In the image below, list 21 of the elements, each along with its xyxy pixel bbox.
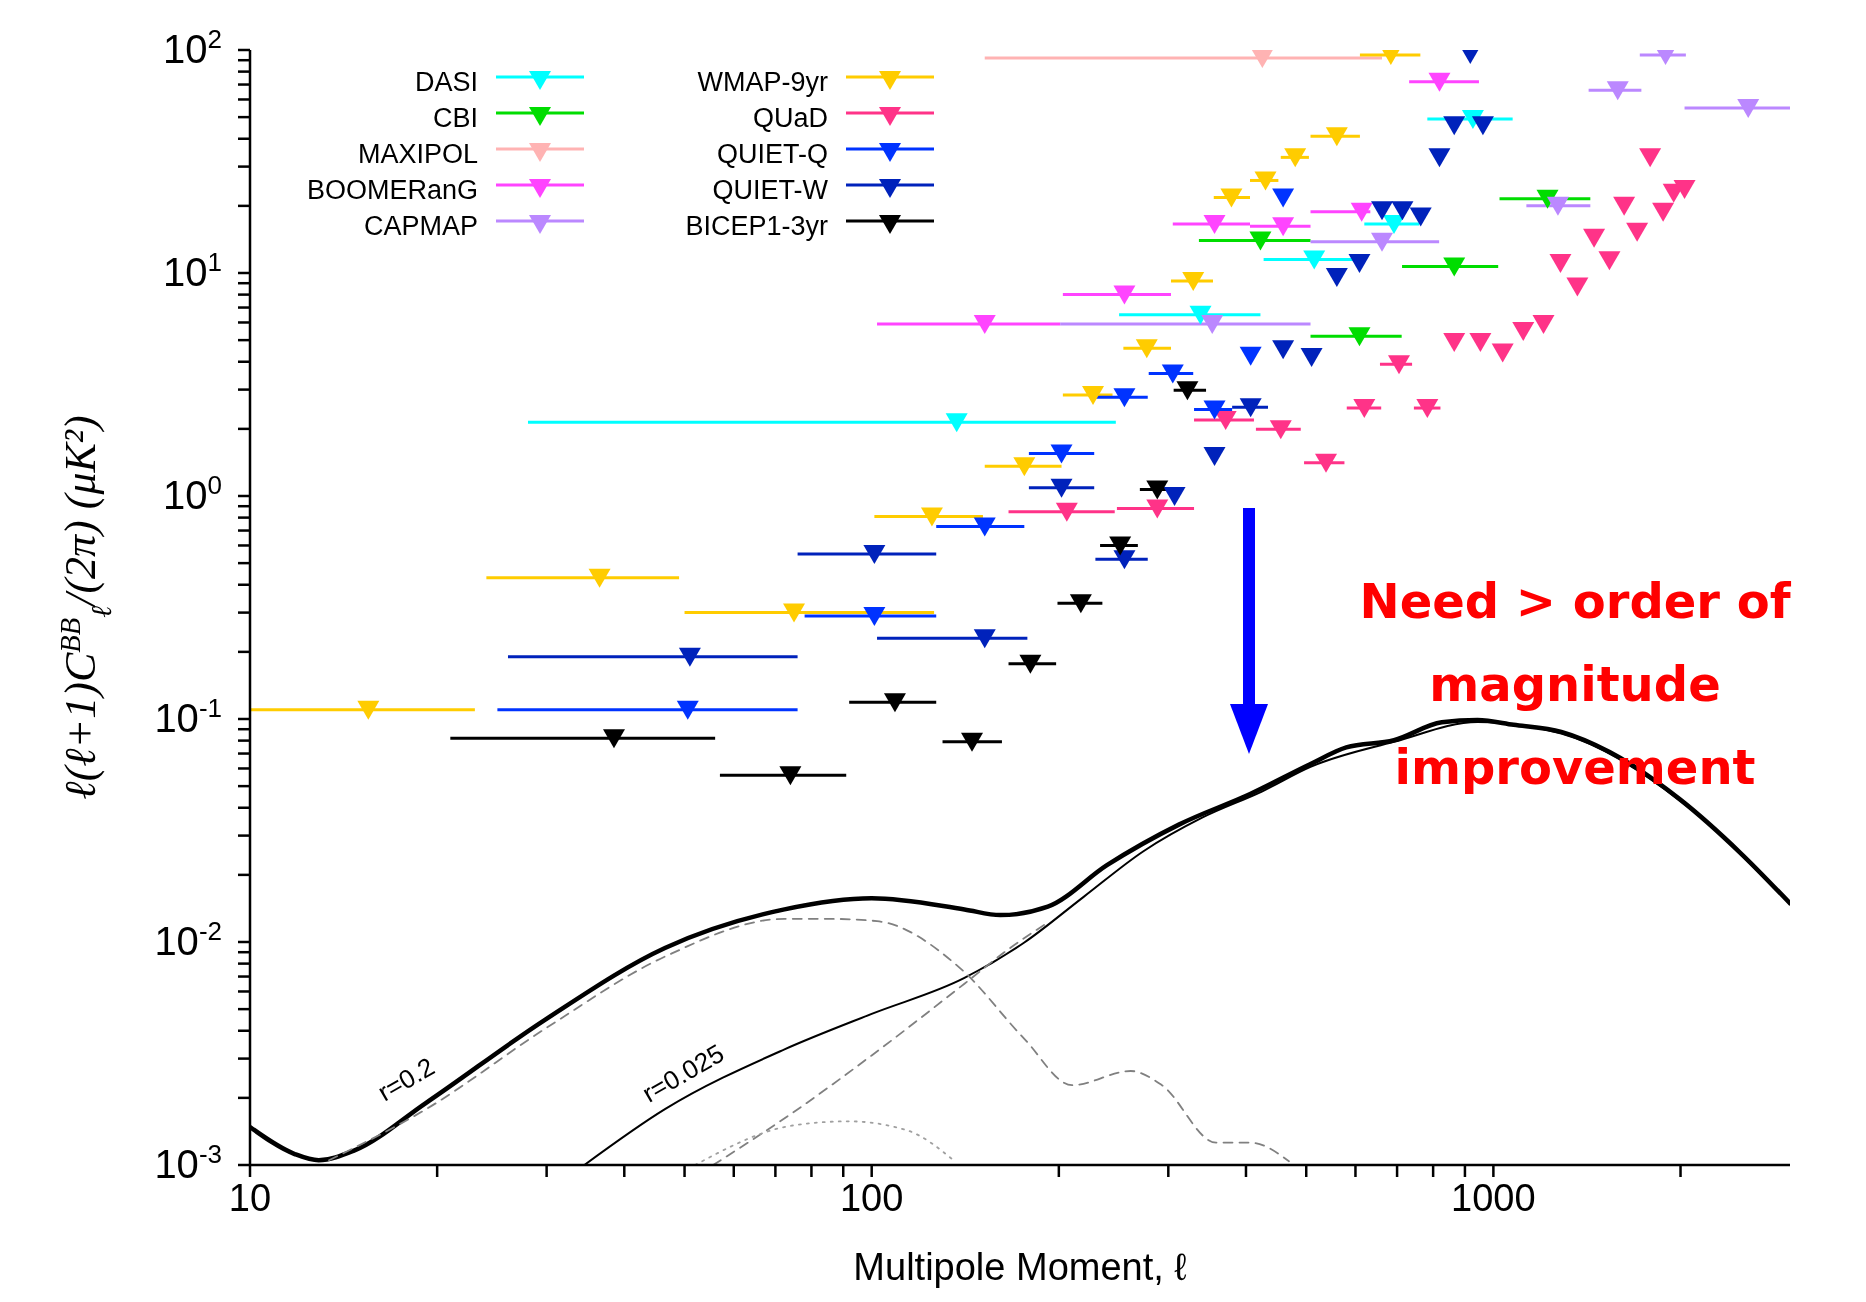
- x-tick-label: 10: [228, 1177, 272, 1219]
- x-tick-label: 100: [839, 1177, 904, 1219]
- legend-label: MAXIPOL: [356, 138, 479, 170]
- legend-label: BICEP1-3yr: [684, 210, 829, 242]
- y-tick-label: 10$^{0}$: [163, 470, 222, 517]
- legend-label: BOOMERanG: [305, 174, 479, 206]
- annotation: r=0.2: [372, 1051, 440, 1108]
- y-tick-label: 10$^{2}$: [163, 24, 222, 71]
- y-tick-label: 10$^{1}$: [163, 247, 222, 294]
- y-tick-label: 10$^{-2}$: [154, 916, 222, 963]
- legend-label: CAPMAP: [362, 210, 479, 242]
- x-axis-title: Multipole Moment, ℓ: [853, 1246, 1187, 1288]
- legend-label: QUIET-W: [711, 174, 829, 206]
- legend-label: CBI: [432, 102, 479, 134]
- legend-label: WMAP-9yr: [696, 66, 829, 98]
- legend-label: QUIET-Q: [716, 138, 829, 170]
- y-tick-label: 10$^{-1}$: [154, 693, 222, 740]
- legend-label: QUaD: [752, 102, 829, 134]
- y-tick-label: 10$^{-3}$: [154, 1139, 222, 1186]
- x-tick-label: 1000: [1451, 1177, 1536, 1219]
- legend-label: DASI: [413, 66, 479, 98]
